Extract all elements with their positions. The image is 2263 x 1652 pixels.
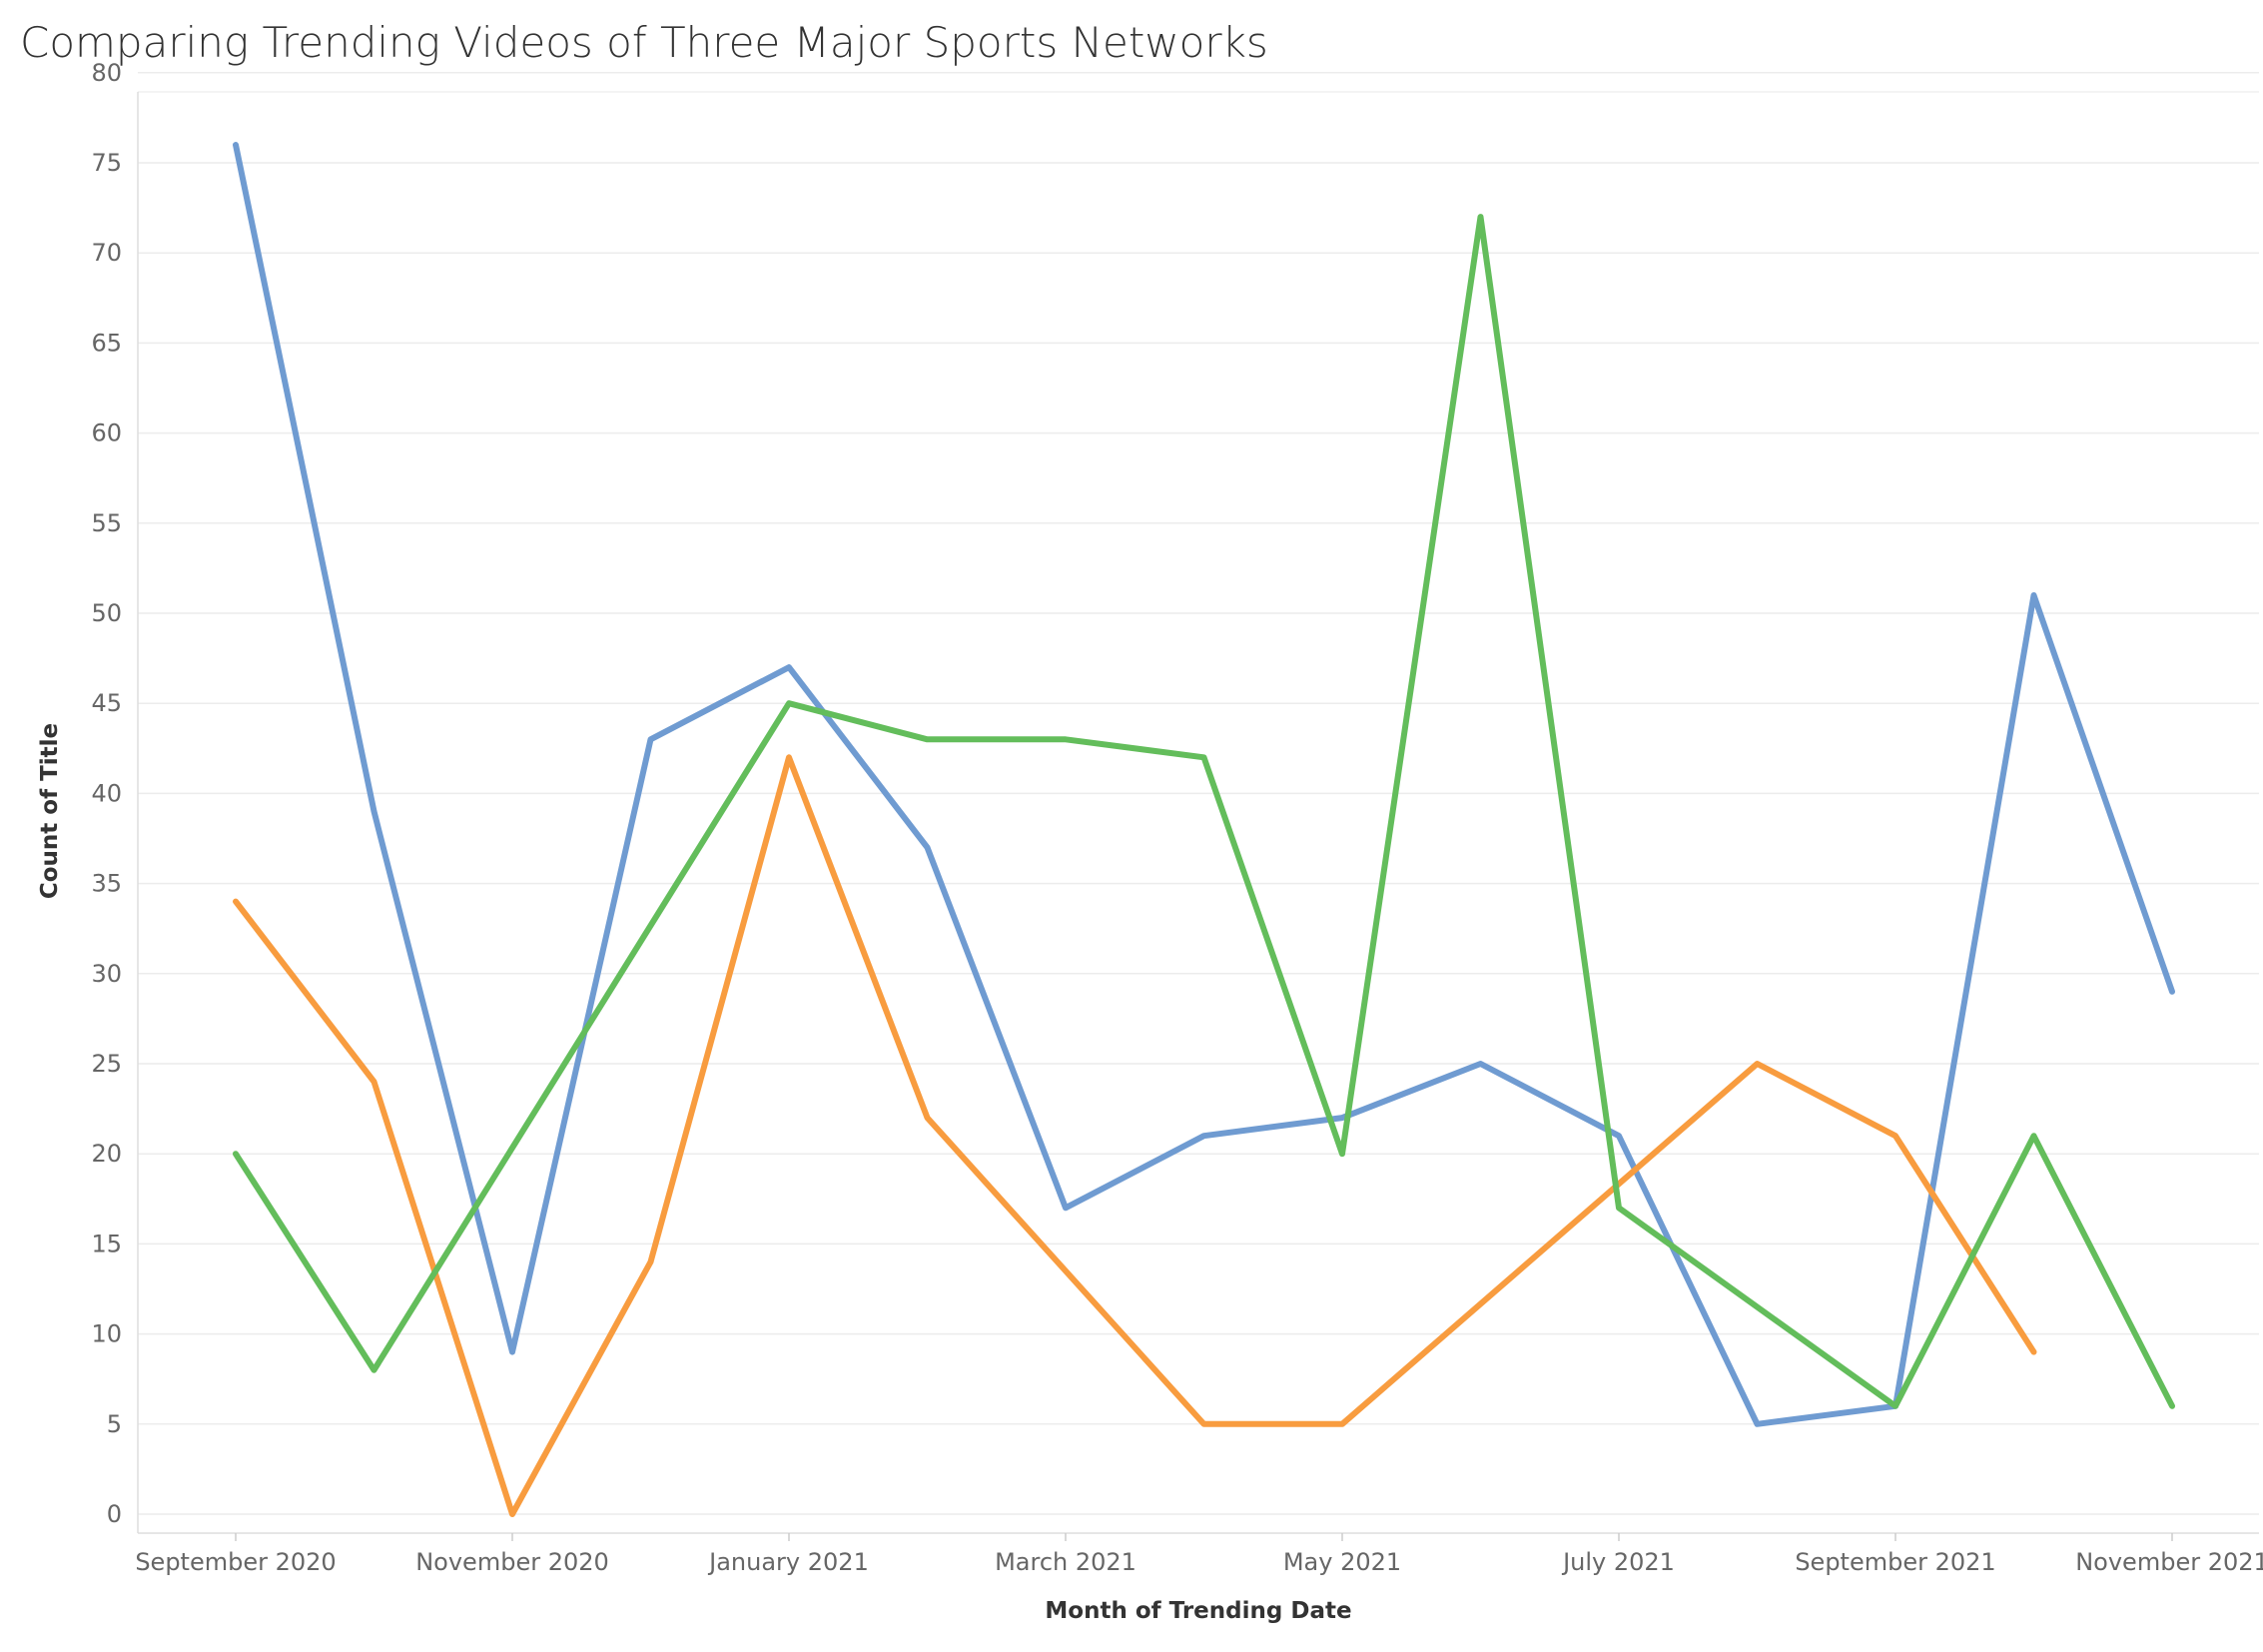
x-tick-label: September 2021 (1795, 1548, 1995, 1576)
y-tick-label: 20 (91, 1140, 122, 1168)
y-axis-title: Count of Title (37, 723, 63, 899)
x-tick-label: March 2021 (995, 1548, 1136, 1576)
series-lines (233, 142, 2175, 1517)
y-tick-label: 60 (91, 419, 122, 447)
tick-labels: 0 5 10 15 20 25 30 35 40 45 50 55 60 65 70 75 80 Septembe… (91, 59, 2263, 1576)
x-tick-label: September 2020 (135, 1548, 336, 1576)
series-line-1 (233, 142, 2175, 1427)
y-tick-label: 0 (107, 1500, 122, 1528)
y-tick-label: 15 (91, 1230, 122, 1257)
y-tick-label: 50 (91, 599, 122, 627)
x-tick-label: November 2021 (2075, 1548, 2263, 1576)
y-tick-label: 70 (91, 239, 122, 267)
y-tick-label: 5 (107, 1410, 122, 1438)
y-tick-label: 25 (91, 1050, 122, 1078)
y-tick-label: 30 (91, 960, 122, 988)
series-line-3 (233, 214, 2175, 1409)
y-tick-label: 65 (91, 329, 122, 357)
axes (137, 92, 2259, 1541)
y-tick-label: 10 (91, 1320, 122, 1348)
gridlines (138, 72, 2259, 1515)
y-tick-label: 35 (91, 870, 122, 898)
x-tick-label: July 2021 (1561, 1548, 1675, 1576)
y-tick-label: 45 (91, 689, 122, 717)
x-tick-label: January 2021 (707, 1548, 869, 1576)
series-line-2 (233, 754, 2037, 1517)
x-tick-label: May 2021 (1283, 1548, 1401, 1576)
y-tick-label: 75 (91, 149, 122, 177)
x-tick-label: November 2020 (415, 1548, 609, 1576)
y-tick-label: 40 (91, 779, 122, 807)
y-tick-label: 80 (91, 59, 122, 87)
chart-title: Comparing Trending Videos of Three Major… (20, 18, 1268, 67)
y-tick-label: 55 (91, 509, 122, 537)
x-axis-title: Month of Trending Date (1045, 1598, 1351, 1624)
